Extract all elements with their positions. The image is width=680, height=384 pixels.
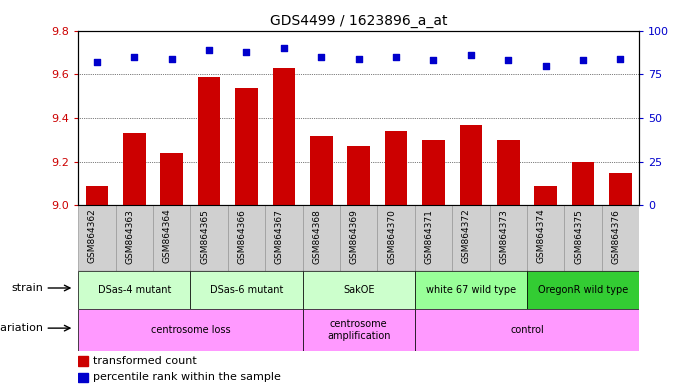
Bar [385, 131, 407, 205]
Text: GSM864375: GSM864375 [574, 209, 583, 263]
Text: percentile rank within the sample: percentile rank within the sample [93, 372, 282, 382]
Text: control: control [510, 325, 544, 335]
Bar [609, 173, 632, 205]
Bar [198, 76, 220, 205]
Point [465, 52, 476, 58]
Bar [123, 133, 146, 205]
Bar [415, 271, 527, 309]
Point [129, 54, 140, 60]
Text: centrosome
amplification: centrosome amplification [327, 319, 390, 341]
Bar [534, 186, 557, 205]
Bar [160, 153, 183, 205]
Bar [235, 88, 258, 205]
Text: transformed count: transformed count [93, 356, 197, 366]
Text: GSM864374: GSM864374 [537, 209, 545, 263]
Bar [190, 205, 228, 271]
Text: GSM864376: GSM864376 [611, 209, 620, 263]
Point [241, 49, 252, 55]
Point [91, 59, 103, 65]
Text: DSas-6 mutant: DSas-6 mutant [210, 285, 283, 295]
Text: GSM864369: GSM864369 [350, 209, 358, 263]
Bar [265, 205, 303, 271]
Bar [78, 271, 190, 309]
Text: strain: strain [11, 283, 43, 293]
Text: GSM864373: GSM864373 [499, 209, 508, 263]
Bar [116, 205, 153, 271]
Point [316, 54, 326, 60]
Bar [527, 205, 564, 271]
Text: OregonR wild type: OregonR wild type [538, 285, 628, 295]
Point [577, 57, 588, 63]
Bar [153, 205, 190, 271]
Point [166, 56, 177, 62]
Point [428, 57, 439, 63]
Text: DSas-4 mutant: DSas-4 mutant [98, 285, 171, 295]
Bar [490, 205, 527, 271]
Point [390, 54, 401, 60]
Point [503, 57, 514, 63]
Text: GSM864372: GSM864372 [462, 209, 471, 263]
Bar [78, 205, 116, 271]
Text: GSM864364: GSM864364 [163, 209, 171, 263]
Bar [564, 205, 602, 271]
Text: GSM864363: GSM864363 [125, 209, 135, 263]
Text: GSM864362: GSM864362 [88, 209, 97, 263]
Text: genotype/variation: genotype/variation [0, 323, 43, 333]
Bar [86, 186, 108, 205]
Bar [340, 205, 377, 271]
Point [203, 47, 214, 53]
Bar [310, 136, 333, 205]
Text: GSM864368: GSM864368 [312, 209, 321, 263]
Text: white 67 wild type: white 67 wild type [426, 285, 516, 295]
Bar [303, 309, 415, 351]
Bar [460, 125, 482, 205]
Text: SakOE: SakOE [343, 285, 375, 295]
Bar [415, 205, 452, 271]
Bar [497, 140, 520, 205]
Point [615, 56, 626, 62]
Bar [273, 68, 295, 205]
Bar [602, 205, 639, 271]
Bar [452, 205, 490, 271]
Bar [377, 205, 415, 271]
Text: GSM864366: GSM864366 [237, 209, 246, 263]
Bar [78, 372, 88, 382]
Text: GSM864365: GSM864365 [200, 209, 209, 263]
Point [540, 63, 551, 69]
Bar [303, 271, 415, 309]
Bar [415, 309, 639, 351]
Bar [78, 356, 88, 366]
Text: GSM864367: GSM864367 [275, 209, 284, 263]
Point [353, 56, 364, 62]
Bar [303, 205, 340, 271]
Point [279, 45, 290, 51]
Bar [78, 309, 303, 351]
Text: GSM864370: GSM864370 [387, 209, 396, 263]
Bar [190, 271, 303, 309]
Bar [228, 205, 265, 271]
Title: GDS4499 / 1623896_a_at: GDS4499 / 1623896_a_at [270, 14, 447, 28]
Text: centrosome loss: centrosome loss [150, 325, 231, 335]
Bar [572, 162, 594, 205]
Bar [347, 146, 370, 205]
Text: GSM864371: GSM864371 [424, 209, 433, 263]
Bar [422, 140, 445, 205]
Bar [527, 271, 639, 309]
